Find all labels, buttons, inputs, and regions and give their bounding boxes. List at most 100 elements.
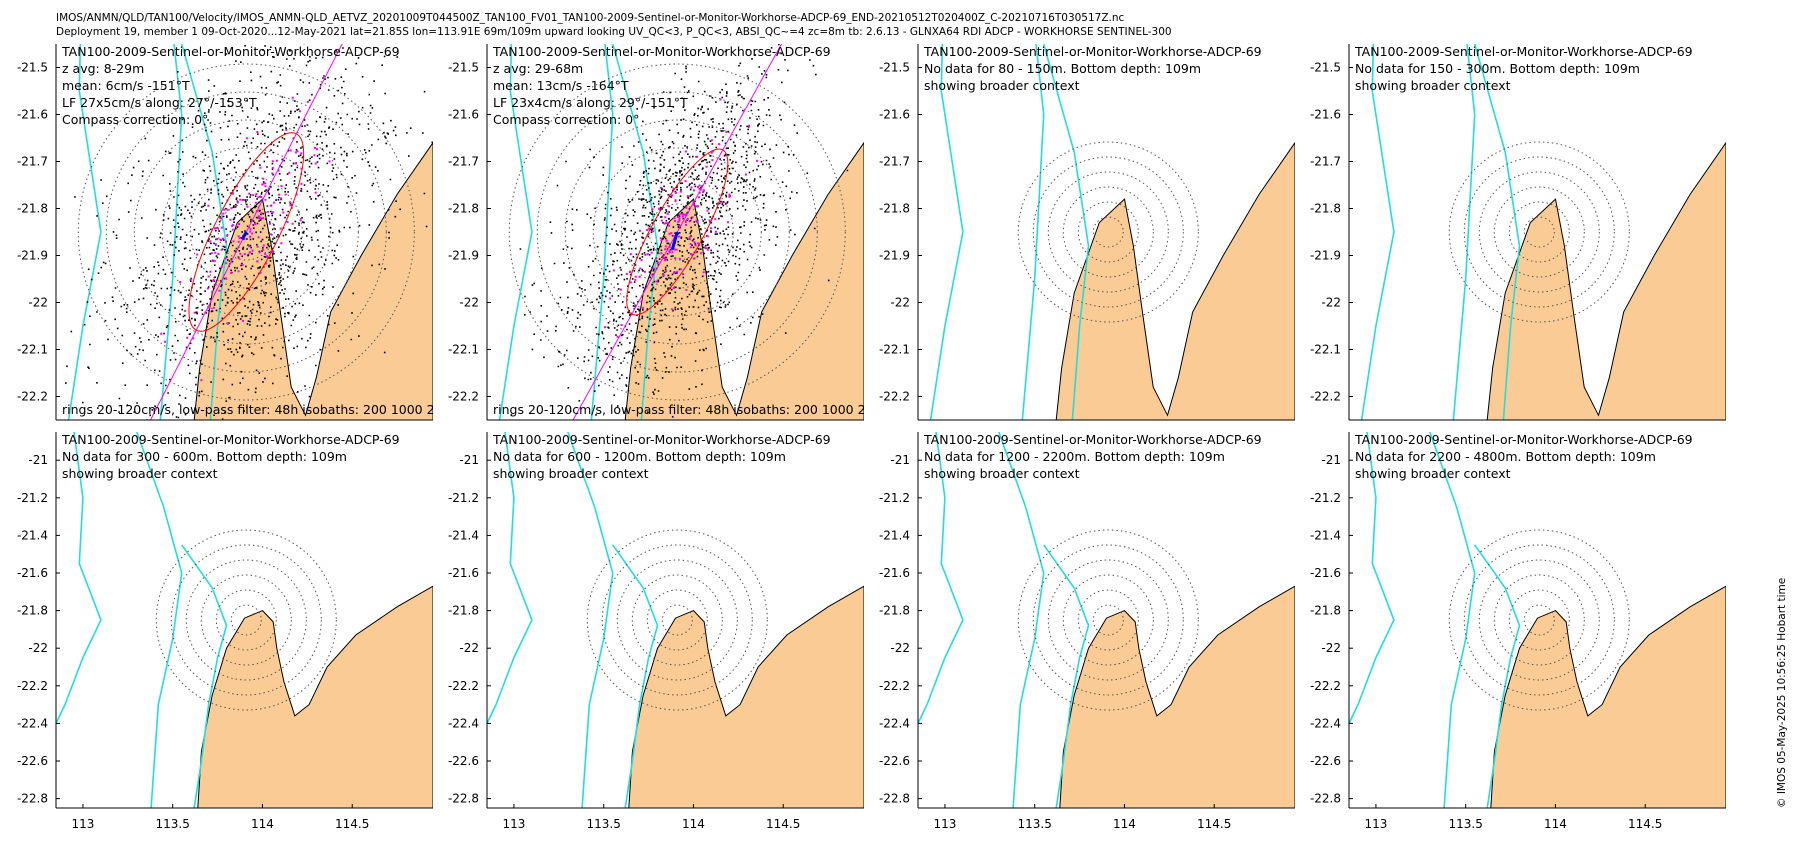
- velocity-ring-40cms: [1077, 201, 1139, 263]
- panel-line2: No data for 150 - 300m. Bottom depth: 10…: [1355, 61, 1640, 76]
- y-tick-label: -21.8: [17, 604, 48, 618]
- velocity-ring-120cms: [586, 529, 768, 711]
- panel-title: TAN100-2009-Sentinel-or-Monitor-Workhors…: [492, 44, 831, 59]
- velocity-ring-60cms: [631, 574, 723, 666]
- y-tick-label: -21.8: [1310, 202, 1341, 216]
- y-tick-label: -21.6: [1310, 566, 1341, 580]
- y-tick-label: -22: [1321, 641, 1341, 655]
- x-tick-label: 114: [1113, 817, 1136, 831]
- y-tick-label: -22.8: [879, 792, 910, 806]
- panel-title: TAN100-2009-Sentinel-or-Monitor-Workhors…: [492, 432, 831, 447]
- x-tick-label: 113: [1364, 817, 1387, 831]
- mean-current-vector: [670, 231, 679, 250]
- y-tick-label: -22: [28, 296, 48, 310]
- panel-line4: LF 27x5cm/s along: 27°/-153°T: [62, 95, 257, 110]
- velocity-scatter-points: [510, 44, 849, 420]
- panel-line3: showing broader context: [1355, 78, 1511, 93]
- y-tick-label: -21.9: [448, 249, 479, 263]
- velocity-ring-60cms: [1493, 574, 1585, 666]
- x-tick-label: 114.5: [766, 817, 800, 831]
- panel-title: TAN100-2009-Sentinel-or-Monitor-Workhors…: [61, 432, 400, 447]
- velocity-ring-20cms: [1092, 604, 1124, 636]
- x-tick-label: 113: [71, 817, 94, 831]
- panel-line2: No data for 2200 - 4800m. Bottom depth: …: [1355, 449, 1656, 464]
- panel-line3: mean: 13cm/s -164°T: [493, 78, 629, 93]
- deployment-subtitle: Deployment 19, member 1 09-Oct-2020...12…: [56, 26, 1172, 38]
- isobath-2000m: [998, 432, 1045, 808]
- velocity-ring-120cms: [1448, 141, 1630, 323]
- y-tick-label: -22: [890, 641, 910, 655]
- y-tick-label: -21.8: [17, 202, 48, 216]
- x-tick-label: 114: [682, 817, 705, 831]
- file-path-title: IMOS/ANMN/QLD/TAN100/Velocity/IMOS_ANMN-…: [56, 12, 1125, 24]
- velocity-ring-120cms: [155, 529, 337, 711]
- y-tick-label: -21.8: [1310, 604, 1341, 618]
- isobath-200m: [1042, 44, 1090, 420]
- isobath-200m: [1474, 544, 1521, 808]
- velocity-ring-40cms: [215, 589, 277, 651]
- velocity-ring-80cms: [1478, 171, 1600, 293]
- y-tick-label: -21: [28, 453, 48, 467]
- panel-line3: showing broader context: [62, 466, 218, 481]
- velocity-ring-120cms: [1448, 529, 1630, 711]
- velocity-ring-120cms: [77, 63, 415, 401]
- velocity-ring-100cms: [601, 544, 753, 696]
- panel-line3: showing broader context: [493, 466, 649, 481]
- velocity-ring-60cms: [200, 574, 292, 666]
- y-tick-label: -22.1: [17, 343, 48, 357]
- panel-title: TAN100-2009-Sentinel-or-Monitor-Workhors…: [1354, 44, 1693, 59]
- isobath-1000m: [67, 44, 102, 420]
- map-panel-5: -21 -21.2 -21.4 -21.6 -21.8 -22 -22.2 -22.4 -22.…: [17, 432, 433, 831]
- y-tick-label: -21.5: [17, 61, 48, 75]
- y-tick-label: -21.4: [17, 528, 48, 542]
- land-mass: [624, 141, 864, 420]
- isobath-2000m: [1429, 432, 1476, 808]
- y-tick-label: -22.8: [17, 792, 48, 806]
- isobath-200m: [181, 544, 228, 808]
- panel-line2: z avg: 8-29m: [62, 61, 144, 76]
- isobath-2000m: [136, 432, 183, 808]
- x-tick-label: 114.5: [1628, 817, 1662, 831]
- velocity-ring-80cms: [616, 559, 738, 681]
- velocity-ring-20cms: [661, 604, 693, 636]
- y-tick-label: -21: [890, 453, 910, 467]
- isobath-2000m: [1021, 44, 1045, 420]
- plot-area: [487, 432, 864, 808]
- y-tick-label: -22.8: [448, 792, 479, 806]
- x-tick-label: 114: [1544, 817, 1567, 831]
- y-tick-label: -22.1: [448, 343, 479, 357]
- x-tick-label: 113.5: [1018, 817, 1052, 831]
- velocity-ring-120cms: [508, 63, 846, 401]
- y-tick-label: -22.4: [879, 716, 910, 730]
- y-tick-label: -21: [459, 453, 479, 467]
- velocity-ring-100cms: [1032, 156, 1184, 308]
- isobath-2000m: [159, 44, 183, 420]
- velocity-ring-20cms: [1092, 216, 1124, 248]
- y-tick-label: -22: [890, 296, 910, 310]
- velocity-ring-120cms: [1017, 529, 1199, 711]
- principal-axis-line: [572, 44, 783, 420]
- plot-area: [918, 432, 1295, 808]
- y-tick-label: -22: [459, 641, 479, 655]
- isobath-1000m: [918, 432, 964, 724]
- x-tick-label: 113.5: [156, 817, 190, 831]
- velocity-ring-100cms: [170, 544, 322, 696]
- velocity-ring-80cms: [1047, 171, 1169, 293]
- isobath-2000m: [590, 44, 614, 420]
- y-tick-label: -21.9: [1310, 249, 1341, 263]
- y-tick-label: -22.1: [1310, 343, 1341, 357]
- map-panel-2: rings 20-120cm/s, low-pass filter: 48h i…: [448, 44, 864, 421]
- velocity-ring-40cms: [1508, 201, 1570, 263]
- panel-title: TAN100-2009-Sentinel-or-Monitor-Workhors…: [923, 44, 1262, 59]
- panel-line2: No data for 300 - 600m. Bottom depth: 10…: [62, 449, 347, 464]
- isobath-200m: [1043, 544, 1090, 808]
- velocity-ring-60cms: [592, 147, 762, 317]
- map-panel-8: -21 -21.2 -21.4 -21.6 -21.8 -22 -22.2 -22.4 -22.…: [1310, 432, 1726, 831]
- land-mass: [193, 141, 433, 420]
- panel-line2: No data for 600 - 1200m. Bottom depth: 1…: [493, 449, 786, 464]
- y-tick-label: -21.8: [448, 604, 479, 618]
- velocity-ring-100cms: [1463, 156, 1615, 308]
- y-tick-label: -21.6: [17, 566, 48, 580]
- y-tick-label: -22.6: [17, 754, 48, 768]
- y-tick-label: -22.2: [448, 390, 479, 404]
